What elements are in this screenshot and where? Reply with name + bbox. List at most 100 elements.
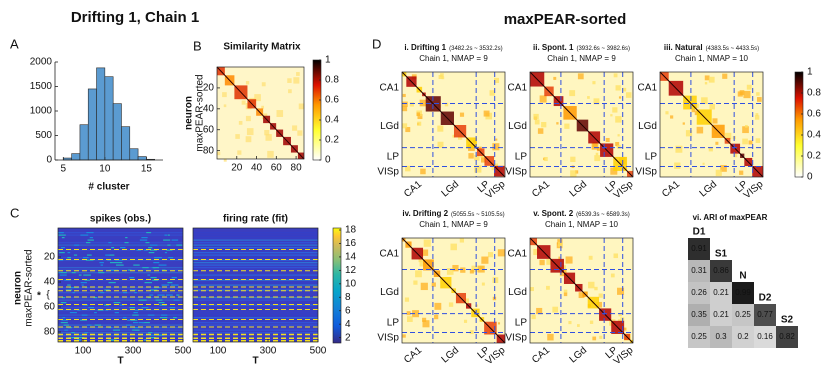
heatmap-row <box>193 267 318 269</box>
heatmap-speckle <box>148 252 155 254</box>
frame <box>659 71 764 178</box>
heatmap-row <box>58 232 183 234</box>
matrix-cell <box>558 241 563 247</box>
matrix-cell <box>569 90 576 97</box>
heatmap-speckle <box>157 294 165 296</box>
heatmap-speckle <box>74 287 79 289</box>
panel-subtitle: Chain 1, NMAP = 9 <box>547 54 616 63</box>
row-label: LP <box>387 318 400 329</box>
heading: Drifting 1, Chain 1 <box>71 9 199 26</box>
matrix-cell <box>720 165 727 172</box>
matrix-cell <box>492 277 499 284</box>
heatmap-speckle <box>66 327 71 329</box>
matrix-cell <box>448 302 454 307</box>
x-tick-label: 100 <box>210 346 227 357</box>
bar <box>87 88 97 161</box>
matrix-cell <box>474 165 482 173</box>
heatmap-speckle <box>60 302 67 304</box>
heatmap-row <box>193 297 318 299</box>
heatmap-row <box>193 234 318 236</box>
row-label: LGd <box>380 121 399 132</box>
matrix-cell <box>617 319 621 323</box>
panel-title-name: v. Spont. 2 <box>533 209 573 218</box>
heatmap-speckle <box>80 234 89 236</box>
matrix-cell <box>742 138 748 145</box>
row-label: LGd <box>508 121 527 132</box>
heatmap-speckle <box>167 282 173 284</box>
heatmap-speckle <box>166 294 173 296</box>
frame <box>401 237 506 344</box>
heatmap-speckle <box>94 312 97 314</box>
matrix-diagonal <box>529 71 634 178</box>
matrix-cell <box>593 98 600 105</box>
matrix-cell <box>776 326 798 348</box>
matrix-cell <box>570 170 577 177</box>
heatmap-speckle <box>164 234 168 236</box>
matrix-cell <box>618 96 622 99</box>
panel-title-time: (5055.5s ~ 5105.5s) <box>451 212 505 218</box>
heatmap-speckle <box>115 264 124 266</box>
heatmap-speckle <box>69 312 77 314</box>
matrix-cell <box>237 150 242 155</box>
matrix-cell <box>468 153 474 159</box>
heatmap-speckle <box>72 292 75 294</box>
heatmap-speckle <box>113 329 121 331</box>
frame <box>529 237 634 344</box>
heatmap-row <box>58 239 183 241</box>
heatmap-speckle <box>71 332 75 334</box>
matrix-cell <box>288 89 292 94</box>
x-tick-label: 100 <box>75 346 92 357</box>
heatmap-row <box>58 272 183 274</box>
heatmap-row <box>58 294 183 296</box>
matrix-cell <box>287 78 292 83</box>
matrix-cell <box>588 281 595 289</box>
heatmap-speckle <box>134 309 139 311</box>
heatmap-row <box>58 302 183 304</box>
heatmap-speckle <box>147 314 155 316</box>
matrix-cell <box>712 118 718 124</box>
matrix-cell <box>596 146 601 151</box>
heatmap-row <box>193 302 318 304</box>
bar <box>129 148 139 161</box>
heatmap-speckle <box>171 239 179 241</box>
cell-value: 0.3 <box>715 332 727 341</box>
heatmap-speckle <box>58 232 64 234</box>
x-tick-label: 20 <box>231 163 243 174</box>
heatmap-row <box>58 314 183 316</box>
matrix-cell <box>691 108 696 113</box>
heatmap-speckle <box>110 269 118 271</box>
heatmap-row <box>193 304 318 306</box>
matrix-cell <box>246 128 254 136</box>
colorbar <box>794 71 804 178</box>
heatmap-speckle <box>67 257 71 259</box>
panel-label: B <box>193 38 202 53</box>
matrix-cell <box>419 259 427 267</box>
matrix-diagonal <box>401 237 506 344</box>
heatmap-speckle <box>138 299 144 301</box>
heatmap-speckle <box>108 254 115 256</box>
matrix-cell <box>587 96 590 99</box>
matrix-cell <box>599 335 603 339</box>
matrix-cell <box>675 145 683 153</box>
heatmap-row <box>193 239 318 241</box>
heatmap-speckle <box>116 262 123 264</box>
matrix-cell <box>537 128 544 134</box>
row-label: LGd <box>380 287 399 298</box>
heatmap-speckle <box>111 247 115 249</box>
heatmap-speckle <box>152 279 159 281</box>
heatmap-speckle <box>163 239 171 241</box>
panel-title-name: iv. Drifting 2 <box>402 209 448 218</box>
cell-value: 0.21 <box>713 310 729 319</box>
x-tick-label: 300 <box>260 346 277 357</box>
matrix-cell <box>748 140 753 145</box>
y-tick-label: 20 <box>44 252 56 263</box>
colorbar-tick-label: 1 <box>325 55 331 66</box>
heatmap-speckle <box>149 249 157 251</box>
matrix-cell <box>746 84 752 90</box>
y-tick-label: 40 <box>203 103 215 114</box>
matrix-cell <box>674 162 681 169</box>
matrix-cell <box>625 92 632 98</box>
matrix-cell <box>547 333 554 341</box>
y-tick-label: 40 <box>44 277 56 288</box>
matrix-cell <box>594 155 601 162</box>
